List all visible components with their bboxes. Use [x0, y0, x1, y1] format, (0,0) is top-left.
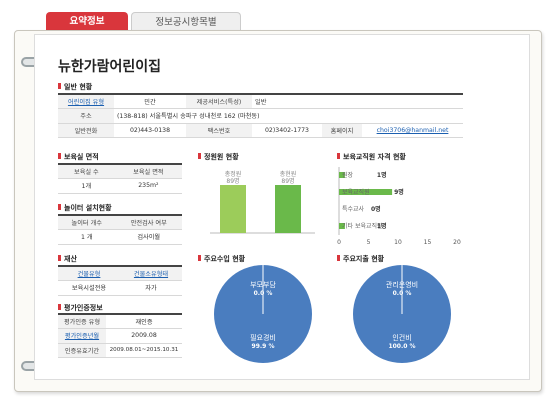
bar-current — [275, 185, 301, 233]
tel-label: 일반전화 — [58, 123, 114, 138]
room-count-value: 1개 — [58, 178, 115, 194]
bar-value-label: 89명 — [281, 177, 294, 185]
playground-table: 놀이터 개수 안전검사 여부 1 개 검사이월 — [58, 214, 182, 245]
fax-label: 팩스번호 — [186, 123, 252, 138]
service-value: 일반 — [252, 94, 463, 109]
tab-by-item[interactable]: 정보공시항목별 — [131, 12, 241, 32]
x-tick-label: 0 — [337, 239, 341, 246]
address-value: (138-818) 서울특별시 송파구 성내천로 162 (마천동) — [114, 108, 463, 124]
pie-pct: 0.0 % — [254, 290, 273, 297]
bar-1 — [339, 189, 393, 195]
bar-value-label: 89명 — [226, 177, 239, 185]
safety-check-value: 검사이월 — [115, 229, 182, 245]
center-name: 뉴한가람어린이집 — [58, 59, 162, 75]
pie-label: 관리운영비 — [386, 280, 418, 289]
x-tick-label: 5 — [367, 239, 371, 246]
homepage-label: 홈페이지 — [322, 123, 362, 138]
cert-date-value: 2009.08 — [106, 328, 182, 344]
pie-label: 부모부담 — [250, 280, 276, 289]
pie-pct: 100.0 % — [388, 343, 415, 350]
bar-value-label: 0명 — [371, 205, 381, 213]
staff-chart-title: 보육교직원 자격 현황 — [337, 152, 406, 162]
room-count-header: 보육실 수 — [58, 164, 115, 179]
bar-value-label: 1명 — [377, 171, 387, 179]
playground-section-title: 놀이터 설치현황 — [58, 203, 112, 213]
safety-check-header: 안전검사 여부 — [115, 215, 182, 230]
x-tick-label: 10 — [394, 239, 402, 246]
cert-date-link[interactable]: 평가인증년월 — [64, 333, 100, 341]
bar-category-label: 특수교사 — [342, 205, 365, 213]
bar-0 — [339, 172, 345, 178]
room-area-value: 235m² — [114, 178, 182, 194]
enrollment-chart-title: 정원원 현황 — [198, 152, 239, 162]
room-table: 보육실 수 보육실 면적 1개 235m² — [58, 163, 182, 194]
x-tick-label: 20 — [453, 239, 461, 246]
homepage-link[interactable]: choi3706@hanmail.net — [376, 126, 449, 134]
property-table: 건물유형 건물소유형태 보육시설전용 자가 — [58, 265, 182, 296]
pie-label: 인건비 — [392, 333, 411, 342]
cert-table: 평가인증 유형 재인증 평가인증년월 2009.08 인증유효기간 2009.0… — [58, 313, 182, 358]
playground-count-value: 1 개 — [58, 229, 116, 245]
bar-capacity — [220, 185, 246, 233]
tab-summary[interactable]: 요약정보 — [46, 12, 128, 32]
expense-chart-title: 주요지출 현황 — [337, 254, 384, 264]
center-type-link[interactable]: 어린이집 유형 — [67, 99, 105, 106]
service-label: 제공서비스(특성) — [186, 94, 252, 109]
cert-period-label: 인증유효기간 — [58, 343, 106, 358]
room-area-header: 보육실 면적 — [114, 164, 182, 179]
bar-category-label: 기타 보육교직원 — [342, 222, 383, 230]
building-ownership-value: 자가 — [120, 280, 182, 296]
income-chart-title: 주요수입 현황 — [198, 254, 245, 264]
bar-3 — [339, 223, 345, 229]
fax-value: 02)3402-1773 — [252, 123, 322, 138]
building-ownership-link[interactable]: 건물소유형태 — [133, 271, 169, 278]
cert-period-value: 2009.08.01~2015.10.31 — [106, 343, 182, 358]
pie-pct: 0.0 % — [393, 290, 412, 297]
bar-value-label: 9명 — [394, 188, 404, 196]
cert-type-label: 평가인증 유형 — [58, 314, 106, 329]
bar-category-label: 총정원 — [225, 170, 242, 178]
center-type-value: 민간 — [114, 94, 186, 109]
bar-category-label: 보육교직원 — [342, 188, 370, 196]
bar-category-label: 총현원 — [280, 170, 297, 178]
property-section-title: 재산 — [58, 254, 77, 264]
bar-category-label: 원장 — [342, 171, 354, 179]
general-table: 어린이집 유형 민간 제공서비스(특성) 일반 주소 (138-818) 서울특… — [58, 93, 463, 138]
room-section-title: 보육실 면적 — [58, 152, 99, 162]
cert-section-title: 평가인증정보 — [58, 303, 103, 313]
bar-value-label: 1명 — [377, 222, 387, 230]
tel-value: 02)443-0138 — [114, 123, 186, 138]
pie-label: 필요경비 — [250, 333, 276, 342]
cert-type-value: 재인증 — [106, 314, 182, 329]
playground-count-header: 놀이터 개수 — [58, 215, 116, 230]
building-type-value: 보육시설전용 — [58, 280, 120, 296]
building-type-link[interactable]: 건물유형 — [77, 271, 101, 278]
address-label: 주소 — [58, 108, 114, 124]
general-section-title: 일반 현황 — [58, 82, 92, 92]
x-tick-label: 15 — [424, 239, 432, 246]
pie-pct: 99.9 % — [252, 343, 275, 350]
